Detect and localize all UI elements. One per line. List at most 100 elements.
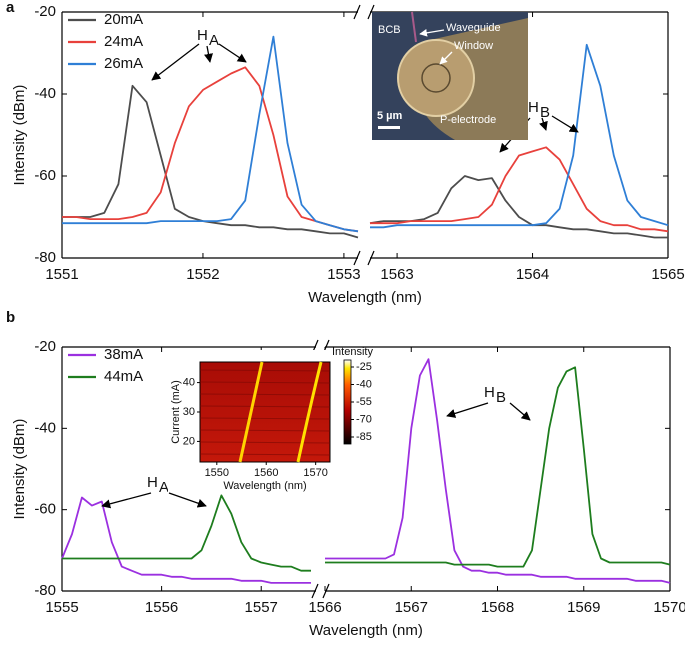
annotation-subscript: A [209, 32, 219, 49]
scale-bar [378, 126, 400, 129]
colorbar-tick-label: -25 [356, 361, 372, 373]
photo-disk [397, 39, 475, 117]
annotation: H [197, 27, 208, 44]
y-tick-label: -20 [34, 338, 56, 355]
photo-label: 5 µm [377, 110, 403, 122]
x-tick-label: 1556 [145, 599, 178, 616]
x-tick-label: 1564 [516, 266, 549, 283]
photo-label: P-electrode [440, 114, 496, 126]
spectrum-line [325, 358, 671, 584]
annotation-arrow [539, 117, 548, 131]
heatmap-texture [199, 405, 331, 408]
y-axis-label: Intensity (dBm) [11, 85, 28, 186]
inset-x-tick-label: 1570 [303, 467, 327, 479]
heatmap-texture [199, 441, 331, 444]
inset-x-tick-label: 1550 [205, 467, 229, 479]
annotation: H [147, 474, 158, 491]
y-tick-label: -20 [34, 3, 56, 20]
spectrum-line [62, 66, 359, 233]
spectrum-line [369, 175, 668, 239]
photo-window [421, 63, 451, 93]
x-tick-label: 1570 [653, 599, 685, 616]
inset-photo: BCB Waveguide Window 5 µm P-electrode [372, 11, 528, 140]
x-tick-label: 1553 [327, 266, 360, 283]
colorbar-tick-label: -40 [356, 378, 372, 390]
colorbar-tick-label: -55 [356, 396, 372, 408]
axis-break [367, 4, 375, 20]
inset-y-tick-label: 30 [183, 406, 195, 418]
spectrum-line [62, 35, 359, 233]
annotation-arrow [151, 43, 200, 81]
heatmap-texture [199, 369, 331, 372]
x-tick-label: 1568 [481, 599, 514, 616]
axis-break [311, 583, 319, 599]
heatmap-mode [296, 361, 323, 463]
photo-label: Waveguide [446, 22, 501, 34]
photo-waveguide [411, 11, 417, 43]
photo-label: BCB [378, 24, 401, 36]
annotation-subscript: B [540, 104, 550, 121]
legend-label: 44mA [104, 368, 143, 385]
annotation-arrow [204, 45, 213, 63]
legend-label: 38mA [104, 346, 143, 363]
spectrum-line [61, 496, 311, 584]
spectrum-line [370, 43, 669, 229]
colorbar-tick-label: -70 [356, 413, 372, 425]
inset-y-tick-label: 40 [183, 376, 195, 388]
annotation-subscript: A [159, 479, 169, 496]
annotation: H [484, 384, 495, 401]
x-tick-label: 1565 [651, 266, 684, 283]
axis-break [322, 583, 330, 599]
panel-letter: b [6, 309, 15, 326]
spectrum-line [62, 84, 359, 239]
x-axis-label: Wavelength (nm) [309, 622, 423, 639]
spectrum-line [325, 366, 671, 568]
x-tick-label: 1557 [245, 599, 278, 616]
legend-label: 20mA [104, 11, 143, 28]
x-tick-label: 1563 [380, 266, 413, 283]
heatmap-texture [199, 429, 331, 432]
annotation: H [528, 99, 539, 116]
y-tick-label: -80 [34, 582, 56, 599]
annotation-arrow [551, 115, 579, 133]
axis-break [353, 4, 361, 20]
photo-label: Window [454, 40, 493, 52]
annotation-arrow [509, 402, 531, 421]
colorbar [343, 359, 352, 445]
colorbar-label: Intensity [332, 346, 373, 358]
x-tick-label: 1552 [186, 266, 219, 283]
y-axis-label: Intensity (dBm) [11, 419, 28, 520]
heatmap-texture [199, 381, 331, 384]
annotation-arrow [101, 492, 152, 509]
legend-label: 24mA [104, 33, 143, 50]
spectrum-line [370, 146, 669, 233]
y-tick-label: -60 [34, 167, 56, 184]
heatmap-mode [238, 361, 264, 463]
y-tick-label: -40 [34, 419, 56, 436]
photo-arrow [419, 28, 445, 37]
photo-arrow [439, 51, 453, 65]
annotation-subscript: B [496, 389, 506, 406]
heatmap-texture [199, 453, 331, 456]
x-tick-label: 1569 [567, 599, 600, 616]
panel-letter: a [6, 0, 15, 16]
x-tick-label: 1551 [45, 266, 78, 283]
legend-label: 26mA [104, 55, 143, 72]
axis-break [353, 250, 361, 266]
annotation-arrow [168, 492, 207, 508]
x-axis-label: Wavelength (nm) [308, 289, 422, 306]
spectrum-line [62, 494, 311, 572]
x-tick-label: 1555 [45, 599, 78, 616]
axis-break [367, 250, 375, 266]
x-tick-label: 1567 [395, 599, 428, 616]
heatmap-texture [199, 393, 331, 396]
y-tick-label: -40 [34, 85, 56, 102]
inset-x-label: Wavelength (nm) [223, 480, 306, 492]
y-tick-label: -80 [34, 249, 56, 266]
inset-x-tick-label: 1560 [254, 467, 278, 479]
inset-y-label: Current (mA) [170, 380, 182, 444]
inset-y-tick-label: 20 [183, 435, 195, 447]
colorbar-tick-label: -85 [356, 431, 372, 443]
annotation-arrow [218, 43, 247, 63]
